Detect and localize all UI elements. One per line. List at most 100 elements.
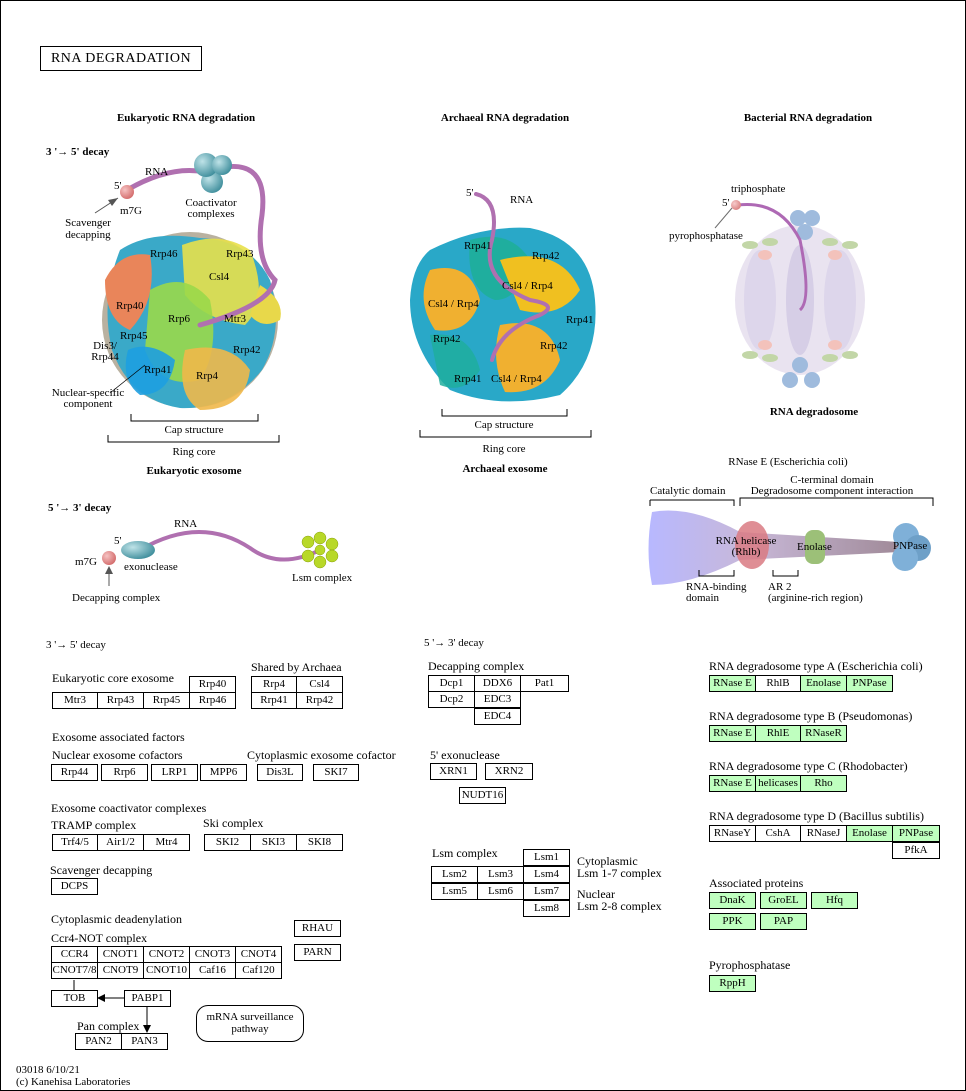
gene-air1-2[interactable]: Air1/2 bbox=[97, 834, 144, 851]
gene-caf120[interactable]: Caf120 bbox=[235, 962, 282, 979]
five-prime-label: 5' bbox=[722, 197, 730, 209]
gene-pnpase[interactable]: PNPase bbox=[846, 675, 893, 692]
five-prime-label: 5' bbox=[114, 180, 122, 192]
type-d-label: RNA degradosome type D (Bacillus subtili… bbox=[709, 809, 924, 823]
gene-mtr4[interactable]: Mtr4 bbox=[143, 834, 190, 851]
ar2-label: AR 2 (arginine-rich region) bbox=[768, 581, 863, 604]
gene-dcp2[interactable]: Dcp2 bbox=[428, 691, 475, 708]
gene-dcps[interactable]: DCPS bbox=[51, 878, 98, 895]
decapping-complex-label: Decapping complex bbox=[72, 592, 161, 604]
gene-helicases[interactable]: helicases bbox=[755, 775, 801, 792]
gene-caf16[interactable]: Caf16 bbox=[189, 962, 236, 979]
gene-pabp1[interactable]: PABP1 bbox=[124, 990, 171, 1007]
gene-lsm5[interactable]: Lsm5 bbox=[431, 883, 478, 900]
gene-pan2[interactable]: PAN2 bbox=[75, 1033, 122, 1050]
gene-ski3[interactable]: SKI3 bbox=[250, 834, 297, 851]
tramp-complex-label: TRAMP complex bbox=[51, 818, 137, 832]
gene-rhlb[interactable]: RhlB bbox=[755, 675, 801, 692]
gene-mtr3[interactable]: Mtr3 bbox=[52, 692, 98, 709]
gene-pan3[interactable]: PAN3 bbox=[121, 1033, 168, 1050]
gene-cnot10[interactable]: CNOT10 bbox=[143, 962, 190, 979]
gene-cnot3[interactable]: CNOT3 bbox=[189, 946, 236, 963]
mrna-surveillance-pathway-link[interactable]: mRNA surveillance pathway bbox=[196, 1005, 304, 1042]
gene-rrp44[interactable]: Rrp44 bbox=[51, 764, 98, 781]
gene-tob[interactable]: TOB bbox=[51, 990, 98, 1007]
gene-rho[interactable]: Rho bbox=[800, 775, 847, 792]
decay35-section-heading: 3 '→ 5' decay bbox=[46, 639, 106, 651]
gene-xrn2[interactable]: XRN2 bbox=[485, 763, 533, 780]
gene-rrp46[interactable]: Rrp46 bbox=[189, 692, 236, 709]
gene-rnase-e[interactable]: RNase E bbox=[709, 675, 756, 692]
gene-pfka[interactable]: PfkA bbox=[892, 842, 940, 859]
gene-pnpase[interactable]: PNPase bbox=[892, 825, 940, 842]
gene-enolase[interactable]: Enolase bbox=[800, 675, 847, 692]
gene-edc4[interactable]: EDC4 bbox=[474, 708, 521, 725]
gene-cnot1[interactable]: CNOT1 bbox=[97, 946, 144, 963]
gene-nudt16[interactable]: NUDT16 bbox=[459, 787, 506, 804]
gene-edc3[interactable]: EDC3 bbox=[474, 691, 521, 708]
dis3-label: Dis3/ Rrp44 bbox=[91, 340, 119, 363]
subunit-rrp40: Rrp40 bbox=[116, 300, 144, 312]
gene-lsm7[interactable]: Lsm7 bbox=[523, 883, 570, 900]
coactivator-label: Coactivator complexes bbox=[185, 197, 237, 220]
gene-csha[interactable]: CshA bbox=[755, 825, 801, 842]
gene-ccr4[interactable]: CCR4 bbox=[51, 946, 98, 963]
gene-lsm3[interactable]: Lsm3 bbox=[477, 866, 524, 883]
gene-ski7[interactable]: SKI7 bbox=[313, 764, 359, 781]
gene-lsm4[interactable]: Lsm4 bbox=[523, 866, 570, 883]
gene-dnak[interactable]: DnaK bbox=[709, 892, 756, 909]
gene-rnasej[interactable]: RNaseJ bbox=[800, 825, 847, 842]
eukaryotic-exosome-illustration bbox=[94, 153, 281, 443]
gene-groel[interactable]: GroEL bbox=[760, 892, 807, 909]
bacterial-degradosome-illustration bbox=[714, 200, 865, 388]
gene-cnot7-8[interactable]: CNOT7/8 bbox=[51, 962, 98, 979]
five-prime-label: 5' bbox=[114, 535, 122, 547]
gene-parn[interactable]: PARN bbox=[294, 944, 341, 961]
gene-ppk[interactable]: PPK bbox=[709, 913, 756, 930]
gene-rrp42[interactable]: Rrp42 bbox=[296, 692, 343, 709]
gene-rhau[interactable]: RHAU bbox=[294, 920, 341, 937]
gene-rrp41[interactable]: Rrp41 bbox=[251, 692, 297, 709]
gene-hfq[interactable]: Hfq bbox=[811, 892, 858, 909]
nuclear-specific-label: Nuclear-specific component bbox=[51, 387, 125, 410]
gene-lsm1[interactable]: Lsm1 bbox=[523, 849, 570, 866]
gene-cnot4[interactable]: CNOT4 bbox=[235, 946, 282, 963]
gene-lrp1[interactable]: LRP1 bbox=[151, 764, 198, 781]
subunit-csl4-rrp4: Csl4 / Rrp4 bbox=[491, 373, 542, 385]
gene-mpp6[interactable]: MPP6 bbox=[200, 764, 247, 781]
rna-label: RNA bbox=[145, 166, 169, 178]
gene-rrp40[interactable]: Rrp40 bbox=[189, 676, 236, 693]
gene-rnase-e[interactable]: RNase E bbox=[709, 775, 756, 792]
subunit-csl4-rrp4: Csl4 / Rrp4 bbox=[428, 298, 479, 310]
gene-cnot2[interactable]: CNOT2 bbox=[143, 946, 190, 963]
gene-lsm6[interactable]: Lsm6 bbox=[477, 883, 524, 900]
gene-dis3l[interactable]: Dis3L bbox=[257, 764, 303, 781]
gene-rrp43[interactable]: Rrp43 bbox=[97, 692, 144, 709]
gene-ski8[interactable]: SKI8 bbox=[296, 834, 343, 851]
gene-ski2[interactable]: SKI2 bbox=[204, 834, 251, 851]
gene-cnot9[interactable]: CNOT9 bbox=[97, 962, 144, 979]
gene-rhle[interactable]: RhlE bbox=[755, 725, 801, 742]
gene-rrp4[interactable]: Rrp4 bbox=[251, 676, 297, 693]
gene-rpph[interactable]: RppH bbox=[709, 975, 756, 992]
rna-degradosome-caption: RNA degradosome bbox=[769, 406, 859, 418]
gene-lsm8[interactable]: Lsm8 bbox=[523, 900, 570, 917]
gene-lsm2[interactable]: Lsm2 bbox=[431, 866, 478, 883]
gene-trf4-5[interactable]: Trf4/5 bbox=[52, 834, 98, 851]
gene-dcp1[interactable]: Dcp1 bbox=[428, 675, 475, 692]
pnpase-label: PNPase bbox=[893, 540, 928, 552]
gene-pap[interactable]: PAP bbox=[760, 913, 807, 930]
gene-rnase-e[interactable]: RNase E bbox=[709, 725, 756, 742]
gene-rnasey[interactable]: RNaseY bbox=[709, 825, 756, 842]
gene-pat1[interactable]: Pat1 bbox=[520, 675, 569, 692]
archaeal-heading: Archaeal RNA degradation bbox=[440, 112, 570, 124]
gene-ddx6[interactable]: DDX6 bbox=[474, 675, 521, 692]
gene-rrp45[interactable]: Rrp45 bbox=[143, 692, 190, 709]
cap-structure-label: Cap structure bbox=[164, 424, 224, 436]
gene-rnaser[interactable]: RNaseR bbox=[800, 725, 847, 742]
gene-csl4[interactable]: Csl4 bbox=[296, 676, 343, 693]
gene-xrn1[interactable]: XRN1 bbox=[430, 763, 477, 780]
m7g-label: m7G bbox=[120, 205, 142, 217]
gene-rrp6[interactable]: Rrp6 bbox=[101, 764, 148, 781]
gene-enolase[interactable]: Enolase bbox=[846, 825, 893, 842]
